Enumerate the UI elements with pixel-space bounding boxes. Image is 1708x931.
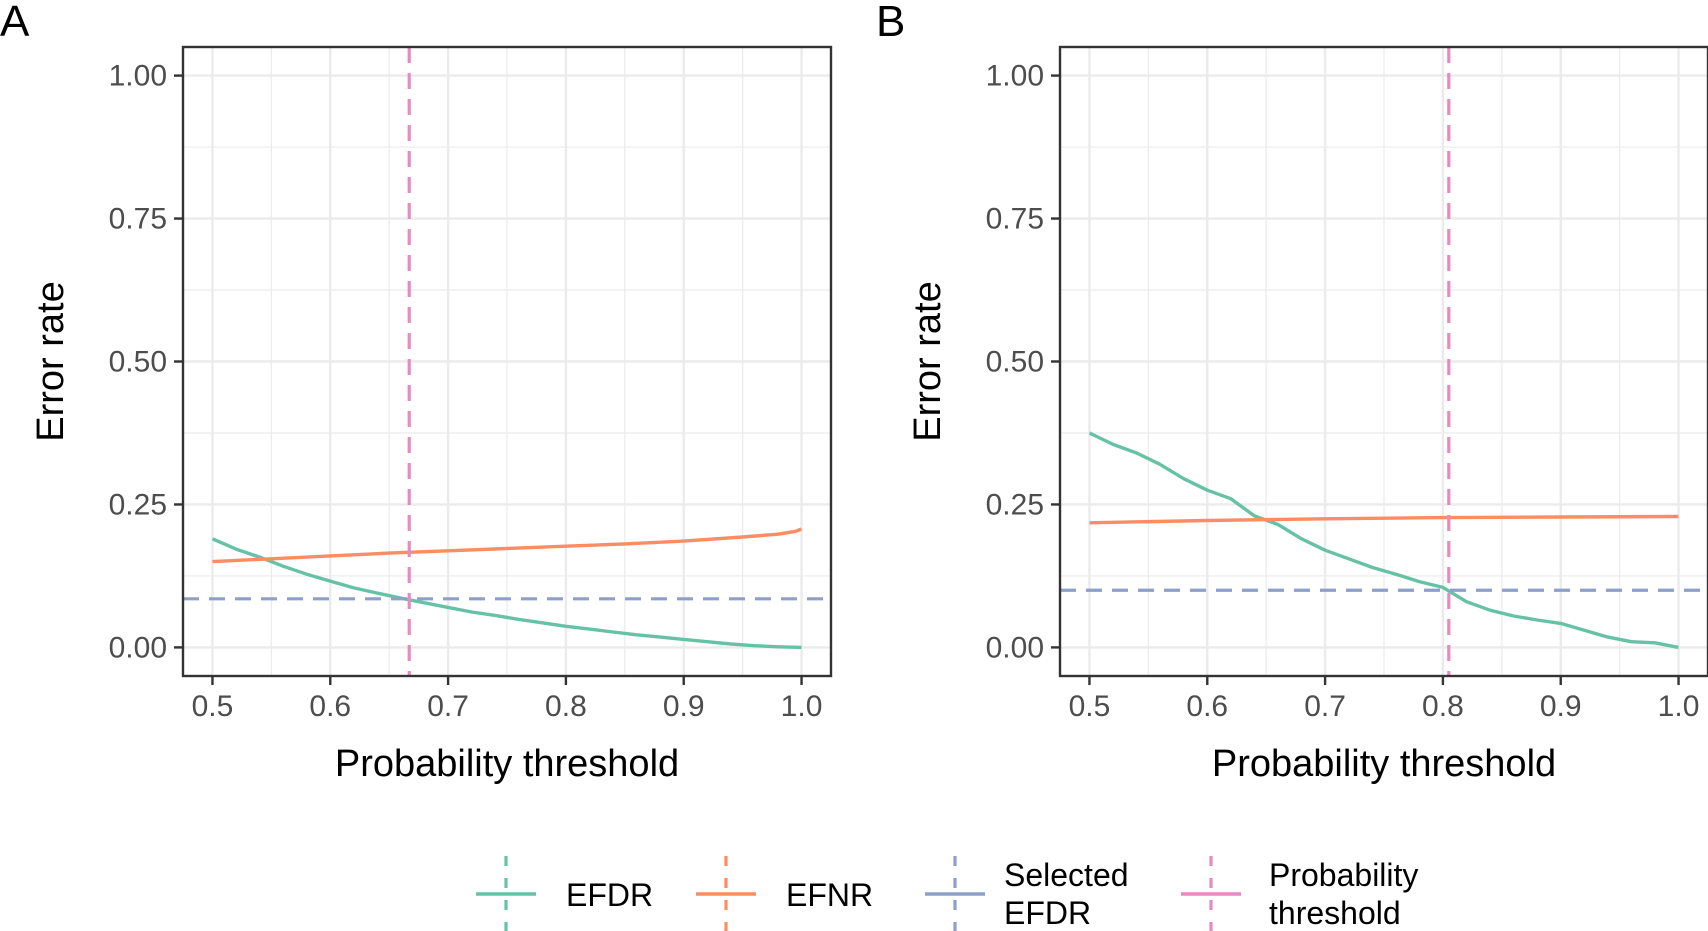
y-tick-label: 0.25 bbox=[986, 488, 1044, 521]
x-tick-label: 0.9 bbox=[1540, 690, 1582, 723]
panel-a: A 0.5 0.6 0.7 0.8 0.9 1.0 0.00 0.25 0.50 0.75 1.00… bbox=[0, 0, 833, 785]
gridlines bbox=[183, 47, 831, 676]
x-tick-label: 0.7 bbox=[427, 690, 469, 723]
y-tick-label: 1.00 bbox=[109, 60, 167, 93]
legend-label: threshold bbox=[1269, 895, 1401, 931]
series-line-efdr bbox=[1088, 431, 1679, 650]
x-tick-label: 0.7 bbox=[1304, 690, 1346, 723]
y-axis-title: Error rate bbox=[30, 281, 72, 441]
x-tick-label: 1.0 bbox=[1658, 690, 1700, 723]
y-tick-label: 0.00 bbox=[986, 631, 1044, 664]
legend-label: EFNR bbox=[786, 877, 873, 913]
x-tick-label: 0.8 bbox=[1422, 690, 1464, 723]
y-tick-label: 0.75 bbox=[109, 203, 167, 236]
x-axis-title: Probability threshold bbox=[1212, 743, 1556, 785]
x-tick-label: 0.5 bbox=[1069, 690, 1111, 723]
series-line-efnr bbox=[1089, 514, 1679, 525]
y-axis-title: Error rate bbox=[907, 281, 949, 441]
legend-item: EFNR bbox=[696, 856, 873, 931]
reference-lines bbox=[183, 47, 831, 676]
reference-lines bbox=[1060, 47, 1708, 676]
legend-label: EFDR bbox=[566, 877, 653, 913]
y-tick-label: 1.00 bbox=[986, 60, 1044, 93]
axis-ticks: 0.5 0.6 0.7 0.8 0.9 1.0 0.00 0.25 0.50 0.75 1.00 bbox=[109, 60, 823, 723]
y-tick-label: 0.50 bbox=[986, 346, 1044, 379]
panel-letter: A bbox=[0, 0, 30, 46]
y-tick-label: 0.75 bbox=[986, 203, 1044, 236]
x-axis-title: Probability threshold bbox=[335, 743, 679, 785]
legend-item: EFDR bbox=[476, 856, 653, 931]
series-line-efdr bbox=[211, 537, 802, 650]
panel-b: B 0.5 0.6 0.7 0.8 0.9 1.0 0.00 0.25 0.50 0.75 1.00… bbox=[876, 0, 1708, 785]
series-layer bbox=[1088, 431, 1679, 650]
legend-label: Probability bbox=[1269, 857, 1418, 893]
x-tick-label: 0.6 bbox=[1186, 690, 1228, 723]
legend-label: Selected bbox=[1004, 857, 1129, 893]
series-line-efnr bbox=[212, 527, 803, 564]
x-tick-label: 0.9 bbox=[663, 690, 705, 723]
axis-ticks: 0.5 0.6 0.7 0.8 0.9 1.0 0.00 0.25 0.50 0.75 1.00 bbox=[986, 60, 1700, 723]
x-tick-label: 0.6 bbox=[309, 690, 351, 723]
series-layer bbox=[211, 527, 803, 650]
x-tick-label: 1.0 bbox=[781, 690, 823, 723]
y-tick-label: 0.25 bbox=[109, 488, 167, 521]
gridlines bbox=[1060, 47, 1708, 676]
x-tick-label: 0.8 bbox=[545, 690, 587, 723]
y-tick-label: 0.50 bbox=[109, 346, 167, 379]
legend-label: EFDR bbox=[1004, 895, 1091, 931]
y-tick-label: 0.00 bbox=[109, 631, 167, 664]
x-tick-label: 0.5 bbox=[192, 690, 234, 723]
panel-letter: B bbox=[876, 0, 905, 46]
